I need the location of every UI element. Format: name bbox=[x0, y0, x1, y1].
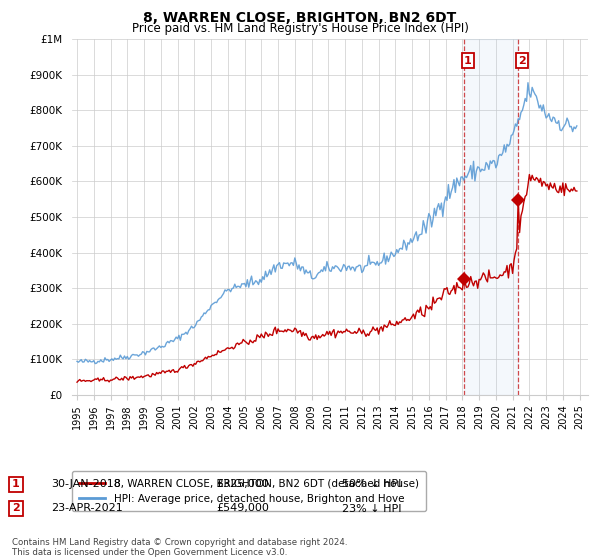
Text: 1: 1 bbox=[12, 479, 20, 489]
Text: £325,000: £325,000 bbox=[216, 479, 269, 489]
Text: 50% ↓ HPI: 50% ↓ HPI bbox=[342, 479, 401, 489]
Text: 2: 2 bbox=[518, 55, 526, 66]
Text: 8, WARREN CLOSE, BRIGHTON, BN2 6DT: 8, WARREN CLOSE, BRIGHTON, BN2 6DT bbox=[143, 11, 457, 25]
Legend: 8, WARREN CLOSE, BRIGHTON, BN2 6DT (detached house), HPI: Average price, detache: 8, WARREN CLOSE, BRIGHTON, BN2 6DT (deta… bbox=[72, 471, 426, 511]
Bar bbox=[464, 39, 518, 395]
Text: 2: 2 bbox=[12, 503, 20, 514]
Text: 1: 1 bbox=[464, 55, 472, 66]
Text: Contains HM Land Registry data © Crown copyright and database right 2024.
This d: Contains HM Land Registry data © Crown c… bbox=[12, 538, 347, 557]
Text: 23% ↓ HPI: 23% ↓ HPI bbox=[342, 503, 401, 514]
Text: £549,000: £549,000 bbox=[216, 503, 269, 514]
Text: 23-APR-2021: 23-APR-2021 bbox=[51, 503, 123, 514]
Text: 30-JAN-2018: 30-JAN-2018 bbox=[51, 479, 121, 489]
Text: Price paid vs. HM Land Registry's House Price Index (HPI): Price paid vs. HM Land Registry's House … bbox=[131, 22, 469, 35]
